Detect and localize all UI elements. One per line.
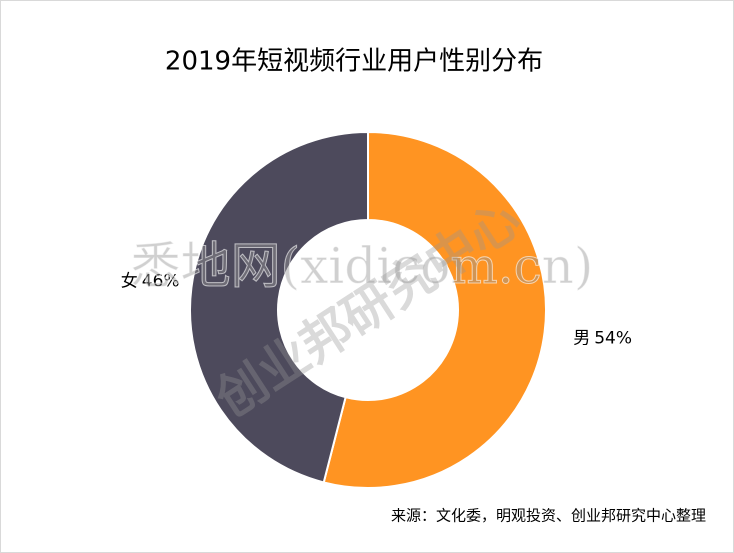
chart-title: 2019年短视频行业用户性别分布 xyxy=(165,47,543,77)
watermark: 悉地网(xidicom.cn) xyxy=(131,237,594,295)
donut-slice xyxy=(322,130,547,489)
source-note: 来源：文化委，明观投资、创业邦研究中心整理 xyxy=(391,507,706,525)
value-label: 46% xyxy=(142,271,180,291)
value-label: 54% xyxy=(594,329,632,349)
category-label: 女 xyxy=(121,271,138,291)
category-label: 男 xyxy=(573,329,590,349)
donut xyxy=(189,130,547,489)
donut-slice xyxy=(189,130,369,484)
labels: 男 54% 女 46% xyxy=(121,271,632,348)
